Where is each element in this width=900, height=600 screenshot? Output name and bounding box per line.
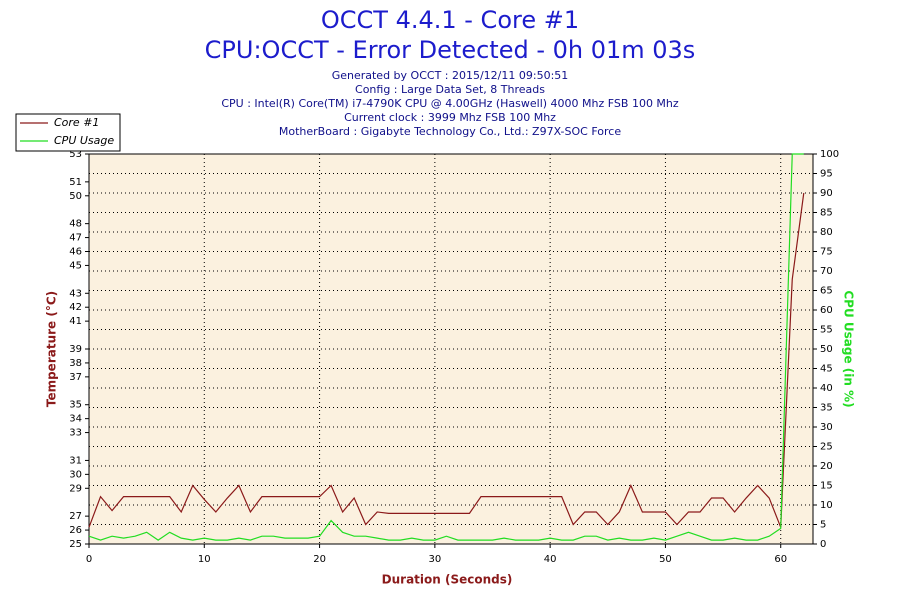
y-tick-label: 48	[69, 219, 82, 230]
chart-title: OCCT 4.4.1 - Core #1	[321, 6, 579, 34]
y2-tick-label: 40	[820, 383, 833, 394]
y2-tick-label: 0	[820, 539, 826, 550]
y2-tick-label: 100	[820, 149, 839, 160]
y-tick-label: 33	[69, 428, 82, 439]
x-tick-label: 60	[774, 554, 787, 565]
info-line: Config : Large Data Set, 8 Threads	[355, 83, 545, 96]
info-line: Generated by OCCT : 2015/12/11 09:50:51	[332, 69, 569, 82]
info-line: Current clock : 3999 Mhz FSB 100 Mhz	[344, 111, 556, 124]
y2-tick-label: 10	[820, 500, 833, 511]
legend-box	[15, 113, 121, 152]
y2-tick-label: 95	[820, 169, 833, 180]
y-tick-label: 50	[69, 191, 82, 202]
y-tick-label: 37	[69, 372, 82, 383]
y-tick-label: 26	[69, 525, 82, 536]
y-tick-label: 42	[69, 302, 82, 313]
y2-tick-label: 25	[820, 442, 833, 453]
y-tick-label: 30	[69, 469, 82, 480]
y-tick-label: 29	[69, 483, 82, 494]
legend-label: Core #1	[54, 116, 99, 129]
y2-tick-label: 90	[820, 188, 833, 199]
y-tick-label: 43	[69, 288, 82, 299]
y2-tick-label: 20	[820, 461, 833, 472]
legend-label: CPU Usage	[54, 134, 114, 147]
info-line: CPU : Intel(R) Core(TM) i7-4790K CPU @ 4…	[221, 97, 679, 110]
y-tick-label: 27	[69, 511, 82, 522]
y2-tick-label: 45	[820, 364, 833, 375]
series-line	[88, 192, 805, 528]
y-tick-label: 41	[69, 316, 82, 327]
x-tick-label: 50	[659, 554, 672, 565]
y-tick-label: 35	[69, 400, 82, 411]
y-tick-label: 25	[69, 539, 82, 550]
info-line: MotherBoard : Gigabyte Technology Co., L…	[279, 125, 621, 138]
y-tick-label: 53	[69, 149, 82, 160]
y-tick-label: 34	[69, 414, 82, 425]
y2-tick-label: 50	[820, 344, 833, 355]
y-tick-label: 39	[69, 344, 82, 355]
y2-tick-label: 55	[820, 325, 833, 336]
y2-tick-label: 85	[820, 208, 833, 219]
y2-tick-label: 35	[820, 403, 833, 414]
x-tick-label: 40	[544, 554, 557, 565]
series-line	[88, 153, 804, 541]
y2-tick-label: 75	[820, 247, 833, 258]
y-tick-label: 47	[69, 233, 82, 244]
x-tick-label: 0	[86, 554, 92, 565]
y2-tick-label: 30	[820, 422, 833, 433]
y2-tick-label: 15	[820, 481, 833, 492]
y-tick-label: 46	[69, 247, 82, 258]
y-tick-label: 31	[69, 455, 82, 466]
chart-subtitle: CPU:OCCT - Error Detected - 0h 01m 03s	[205, 36, 696, 64]
y2-tick-label: 65	[820, 286, 833, 297]
plot-frame	[88, 153, 814, 545]
y-tick-label: 38	[69, 358, 82, 369]
y-tick-label: 51	[69, 177, 82, 188]
x-tick-label: 20	[313, 554, 326, 565]
y-tick-label: 45	[69, 260, 82, 271]
y2-axis-label: CPU Usage (in %)	[842, 290, 856, 407]
y2-tick-label: 80	[820, 227, 833, 238]
x-tick-label: 10	[198, 554, 211, 565]
y2-tick-label: 70	[820, 266, 833, 277]
y-axis-label: Temperature (°C)	[45, 291, 59, 407]
y2-tick-label: 60	[820, 305, 833, 316]
x-axis-label: Duration (Seconds)	[382, 573, 513, 587]
x-tick-label: 30	[428, 554, 441, 565]
y2-tick-label: 5	[820, 520, 826, 531]
